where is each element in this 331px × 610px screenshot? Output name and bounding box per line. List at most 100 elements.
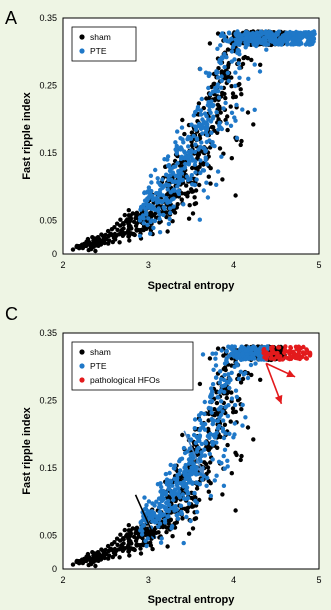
scatter-point-pte xyxy=(217,59,222,65)
scatter-point-pte xyxy=(210,351,215,356)
scatter-point-pte xyxy=(240,107,245,112)
scatter-point-pte xyxy=(218,369,223,374)
scatter-point-sham xyxy=(186,216,192,221)
annotation-arrow xyxy=(134,494,156,539)
scatter-point-pte xyxy=(157,230,163,235)
scatter-point-pte xyxy=(174,151,179,156)
scatter-point-pte xyxy=(181,445,187,451)
scatter-point-sham xyxy=(110,554,116,560)
scatter-point-sham xyxy=(208,166,213,171)
scatter-point-pte xyxy=(200,131,205,136)
scatter-point-sham xyxy=(241,55,246,61)
panel-c-y-tick: 0.35 xyxy=(39,328,57,338)
scatter-point-pte xyxy=(144,212,149,217)
scatter-point-sham xyxy=(70,562,76,567)
scatter-point-pte xyxy=(217,415,222,420)
panel-c-legend-label-pte: PTE xyxy=(90,361,107,371)
scatter-point-pte xyxy=(185,475,190,480)
scatter-point-sham xyxy=(229,84,234,89)
scatter-point-pte xyxy=(168,210,173,216)
scatter-point-pathological xyxy=(269,356,274,361)
scatter-point-pte xyxy=(301,32,306,37)
scatter-point-pte xyxy=(164,477,170,482)
scatter-point-pte xyxy=(174,513,179,518)
scatter-point-sham xyxy=(95,553,101,558)
scatter-point-pathological xyxy=(300,350,306,355)
scatter-point-sham xyxy=(228,419,233,424)
panel-c-x-tick: 3 xyxy=(146,575,151,585)
scatter-point-sham xyxy=(107,238,112,243)
scatter-point-pathological xyxy=(268,352,273,357)
scatter-point-pte xyxy=(157,521,163,526)
scatter-point-sham xyxy=(185,505,191,510)
scatter-point-pte xyxy=(197,417,203,423)
scatter-point-pte xyxy=(210,440,215,445)
scatter-point-pte xyxy=(171,196,176,201)
panel-a-y-ticks: 0 0.05 0.15 0.25 0.35 xyxy=(39,13,57,259)
scatter-point-sham xyxy=(70,247,76,252)
scatter-point-pte xyxy=(223,100,228,106)
scatter-point-sham xyxy=(103,547,108,553)
panel-a-y-tick: 0 xyxy=(52,249,57,259)
panel-a: A 0 0.05 0.15 0.25 0.35 2 3 4 5 Spectral… xyxy=(5,8,322,292)
scatter-point-pte xyxy=(226,403,231,408)
scatter-point-pte xyxy=(243,357,248,362)
scatter-point-sham xyxy=(164,210,169,215)
scatter-point-sham xyxy=(238,380,244,385)
scatter-point-pte xyxy=(161,212,166,218)
scatter-point-pte xyxy=(229,351,234,356)
scatter-point-pte xyxy=(158,481,163,486)
scatter-point-sham xyxy=(134,526,139,531)
scatter-point-sham xyxy=(190,165,195,171)
scatter-point-pte xyxy=(164,172,169,177)
panel-c-label: C xyxy=(5,304,18,324)
scatter-point-pathological xyxy=(304,356,309,361)
scatter-point-pathological xyxy=(307,350,312,356)
scatter-point-pte xyxy=(159,536,164,541)
scatter-point-pte xyxy=(209,392,214,397)
scatter-point-pte xyxy=(152,218,158,224)
scatter-point-sham xyxy=(193,165,198,171)
scatter-point-pte xyxy=(192,417,198,422)
scatter-point-pte xyxy=(233,118,238,123)
scatter-point-pte xyxy=(191,455,196,461)
scatter-point-sham xyxy=(222,365,228,370)
scatter-point-pte xyxy=(211,103,216,108)
scatter-point-sham xyxy=(180,432,185,438)
scatter-point-pathological xyxy=(274,354,279,360)
scatter-point-pte xyxy=(192,182,198,188)
scatter-point-pathological xyxy=(286,356,291,361)
scatter-point-pte xyxy=(176,191,182,197)
scatter-point-pte xyxy=(158,540,164,545)
panel-a-y-axis-label: Fast ripple index xyxy=(21,91,33,179)
scatter-point-pte xyxy=(204,180,209,185)
scatter-point-pte xyxy=(226,30,232,35)
scatter-point-pte xyxy=(222,34,227,39)
scatter-point-sham xyxy=(238,87,243,92)
annotation-arrow-head xyxy=(196,465,205,475)
scatter-point-sham xyxy=(82,558,87,564)
scatter-point-sham xyxy=(229,75,234,80)
scatter-point-sham xyxy=(222,91,227,97)
scatter-point-pte xyxy=(167,470,172,476)
scatter-point-pte xyxy=(217,380,222,385)
scatter-point-sham xyxy=(79,243,84,248)
scatter-point-pte xyxy=(203,441,209,446)
scatter-point-pte xyxy=(199,441,204,447)
scatter-point-pte xyxy=(209,399,215,404)
scatter-point-sham xyxy=(79,558,84,563)
scatter-point-pte xyxy=(221,106,226,111)
scatter-point-pte xyxy=(246,76,251,82)
scatter-point-pte xyxy=(137,215,143,220)
scatter-point-pte xyxy=(202,399,207,405)
scatter-point-pte xyxy=(220,55,225,61)
scatter-point-pte xyxy=(159,484,164,490)
scatter-point-sham xyxy=(107,553,112,558)
scatter-point-pte xyxy=(204,162,210,167)
scatter-point-sham xyxy=(99,547,104,552)
scatter-point-pte xyxy=(182,471,188,476)
scatter-point-pte xyxy=(190,480,195,485)
scatter-point-pte xyxy=(224,55,229,60)
scatter-point-sham xyxy=(192,516,197,522)
scatter-point-sham xyxy=(216,66,221,71)
